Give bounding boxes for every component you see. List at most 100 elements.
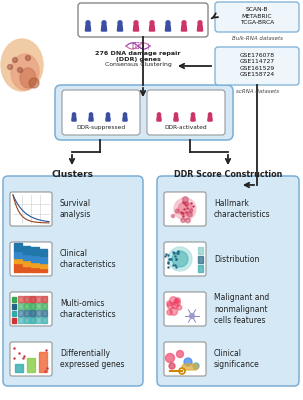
- Polygon shape: [165, 29, 168, 31]
- Circle shape: [168, 247, 192, 271]
- Text: 〜〜〜: 〜〜〜: [132, 42, 144, 48]
- Polygon shape: [185, 29, 187, 31]
- Circle shape: [187, 212, 192, 217]
- Bar: [18, 296, 23, 302]
- FancyArrowPatch shape: [141, 88, 145, 95]
- Circle shape: [167, 310, 172, 315]
- Circle shape: [182, 21, 186, 25]
- Polygon shape: [200, 29, 203, 31]
- Circle shape: [182, 197, 188, 202]
- Bar: [24, 303, 29, 309]
- Polygon shape: [134, 25, 138, 29]
- Text: scRNA datasets: scRNA datasets: [235, 89, 278, 94]
- Bar: [27, 358, 35, 372]
- FancyBboxPatch shape: [10, 242, 52, 276]
- Bar: [42, 310, 47, 316]
- Circle shape: [89, 113, 93, 116]
- Bar: [36, 310, 41, 316]
- Text: DDR Score Construction: DDR Score Construction: [174, 170, 282, 179]
- FancyBboxPatch shape: [10, 192, 52, 226]
- Bar: [22, 254, 30, 260]
- Circle shape: [134, 21, 138, 25]
- Polygon shape: [168, 29, 171, 31]
- Polygon shape: [108, 119, 110, 121]
- Text: 276 DNA damage repair
(DDR) genes: 276 DNA damage repair (DDR) genes: [95, 51, 181, 62]
- Bar: [18, 317, 23, 323]
- Circle shape: [174, 299, 178, 303]
- FancyBboxPatch shape: [182, 364, 198, 370]
- Circle shape: [106, 113, 110, 116]
- FancyBboxPatch shape: [10, 292, 52, 326]
- FancyBboxPatch shape: [10, 342, 52, 376]
- Circle shape: [171, 302, 178, 309]
- Bar: [42, 296, 47, 302]
- Text: DDR-suppressed: DDR-suppressed: [76, 125, 125, 130]
- Circle shape: [169, 363, 175, 369]
- FancyBboxPatch shape: [164, 292, 206, 326]
- Text: Consensus Clustering: Consensus Clustering: [105, 62, 171, 67]
- Bar: [42, 317, 47, 323]
- Polygon shape: [120, 29, 123, 31]
- Bar: [36, 303, 41, 309]
- Bar: [39, 248, 47, 256]
- Polygon shape: [85, 29, 88, 31]
- Bar: [22, 266, 30, 272]
- Circle shape: [118, 21, 122, 25]
- Polygon shape: [198, 25, 202, 29]
- Circle shape: [102, 21, 106, 25]
- Bar: [24, 317, 29, 323]
- Circle shape: [198, 21, 202, 25]
- Bar: [12, 318, 16, 323]
- Bar: [12, 311, 16, 316]
- Bar: [24, 310, 29, 316]
- Bar: [31, 255, 38, 262]
- Bar: [18, 310, 23, 316]
- Circle shape: [184, 358, 192, 366]
- Circle shape: [165, 354, 175, 362]
- Circle shape: [8, 64, 12, 70]
- Bar: [12, 297, 16, 302]
- Polygon shape: [106, 116, 110, 119]
- Polygon shape: [181, 29, 184, 31]
- Polygon shape: [88, 29, 91, 31]
- Circle shape: [177, 305, 182, 310]
- Bar: [31, 247, 38, 255]
- Bar: [30, 296, 35, 302]
- Bar: [22, 260, 30, 266]
- Bar: [18, 303, 23, 309]
- Polygon shape: [208, 119, 210, 121]
- Circle shape: [123, 113, 127, 116]
- Circle shape: [177, 350, 184, 358]
- Polygon shape: [74, 119, 76, 121]
- Ellipse shape: [1, 39, 43, 91]
- FancyBboxPatch shape: [147, 90, 225, 135]
- FancyBboxPatch shape: [62, 90, 140, 135]
- Circle shape: [29, 78, 39, 88]
- Circle shape: [157, 113, 161, 116]
- Bar: [12, 304, 16, 309]
- Polygon shape: [123, 119, 125, 121]
- Circle shape: [181, 218, 185, 222]
- Bar: [14, 258, 22, 263]
- Ellipse shape: [20, 68, 36, 88]
- Bar: [36, 317, 41, 323]
- Text: Differentially
expressed genes: Differentially expressed genes: [60, 349, 125, 369]
- Polygon shape: [136, 29, 138, 31]
- Circle shape: [174, 300, 180, 306]
- Polygon shape: [157, 116, 161, 119]
- Bar: [39, 256, 47, 263]
- FancyBboxPatch shape: [215, 47, 299, 85]
- Bar: [36, 296, 41, 302]
- Bar: [14, 263, 22, 272]
- Circle shape: [18, 68, 22, 72]
- Bar: [30, 317, 35, 323]
- Polygon shape: [118, 25, 122, 29]
- Circle shape: [167, 302, 174, 309]
- Polygon shape: [89, 119, 91, 121]
- FancyBboxPatch shape: [3, 176, 143, 386]
- Bar: [14, 251, 22, 258]
- Bar: [30, 303, 35, 309]
- Polygon shape: [117, 29, 120, 31]
- FancyBboxPatch shape: [215, 2, 299, 32]
- Polygon shape: [106, 119, 108, 121]
